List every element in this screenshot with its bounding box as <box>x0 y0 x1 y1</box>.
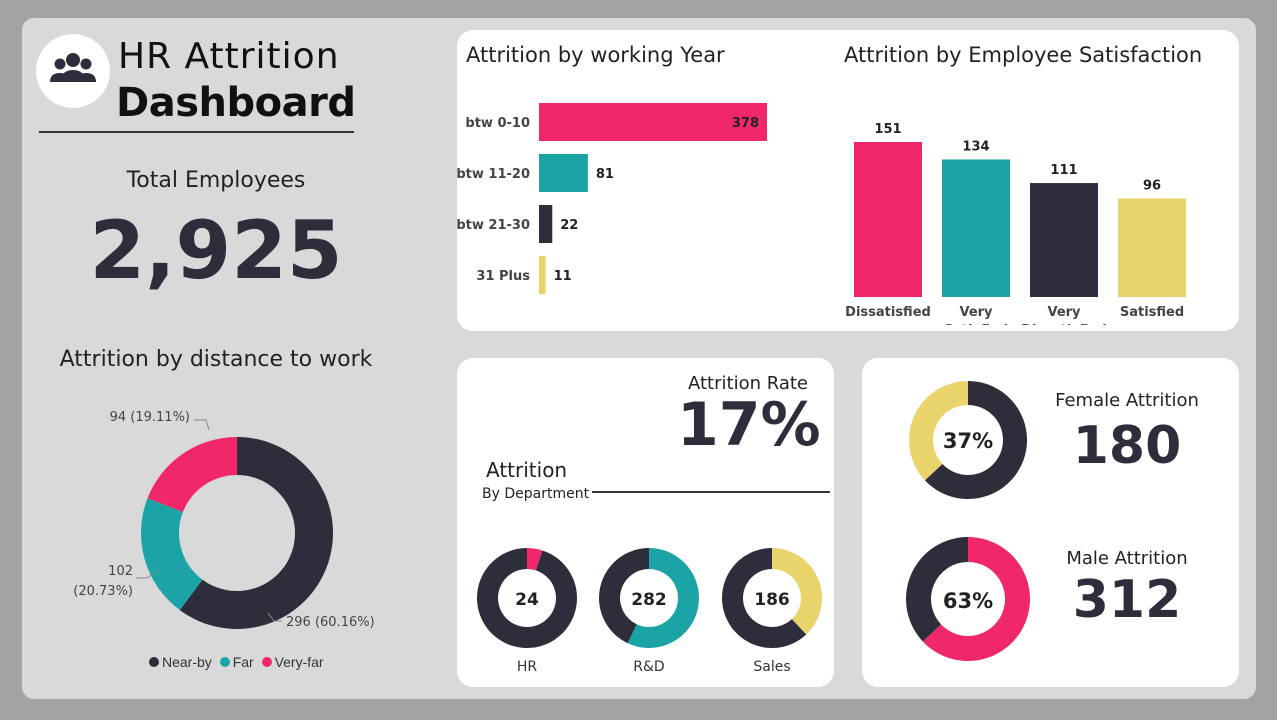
working-year-value-label: 22 <box>560 218 578 233</box>
working-year-value-label: 81 <box>596 167 614 182</box>
distance-label-far-count: 102 <box>108 564 133 579</box>
working-year-category-label: btw 11-20 <box>457 167 530 182</box>
distance-slice-1 <box>141 498 203 611</box>
satisfaction-bar <box>942 159 1010 297</box>
dashboard-canvas: HR Attrition Dashboard Total Employees 2… <box>22 18 1256 699</box>
female-slice-1 <box>924 381 1027 499</box>
sales-count: 186 <box>754 590 790 610</box>
bar-charts-card: Attrition by working Year btw 0-10 378 btw… <box>457 30 1239 331</box>
hr-slice-1 <box>477 548 577 648</box>
department-section-subtitle: By Department <box>482 486 590 502</box>
distance-donut-chart: 94 (19.11%) 102 (20.73%) 296 (60.16%) <box>73 410 375 630</box>
satisfaction-bar <box>1030 183 1098 297</box>
gender-donuts: 37% 63% <box>906 381 1030 661</box>
male-slice-1 <box>906 537 968 642</box>
satisfaction-bar <box>1118 198 1186 297</box>
sales-donut <box>722 548 822 648</box>
satisfaction-bar <box>854 142 922 297</box>
people-group-icon <box>50 53 96 82</box>
male-attrition-value: 312 <box>1072 570 1182 630</box>
male-slice-0 <box>922 537 1030 661</box>
leader-line-very-far <box>194 419 210 431</box>
satisfaction-chart-title: Attrition by Employee Satisfaction <box>844 43 1203 67</box>
female-attrition-label: Female Attrition <box>1055 390 1199 411</box>
hr-label: HR <box>517 659 538 675</box>
leader-line-far <box>136 569 159 579</box>
satisfaction-value-label: 96 <box>1143 178 1161 193</box>
rd-slice-0 <box>627 548 699 648</box>
rd-slice-1 <box>599 548 649 644</box>
legend-item-near-by: Near-by <box>149 654 212 670</box>
satisfaction-value-label: 134 <box>962 139 989 154</box>
working-year-bar-chart: btw 0-10 378 btw 11-20 81 btw 21-30 22 31 Plus… <box>457 103 767 294</box>
female-donut <box>909 381 1027 499</box>
satisfaction-category-label: Dissatisfied <box>845 305 931 320</box>
logo <box>36 34 110 108</box>
distance-label-far-pct: (20.73%) <box>73 584 133 599</box>
distance-chart-title: Attrition by distance to work <box>59 347 373 372</box>
satisfaction-category-label: Very <box>1047 305 1081 320</box>
working-year-category-label: btw 21-30 <box>457 218 530 233</box>
satisfaction-category-label: Satisfied <box>944 323 1008 325</box>
attrition-rate-value: 17% <box>677 390 821 460</box>
female-attrition-value: 180 <box>1072 416 1182 476</box>
dashboard-title-line1: HR Attrition <box>118 36 340 77</box>
distance-legend: Near-by Far Very-far <box>149 654 328 670</box>
working-year-chart-title: Attrition by working Year <box>466 43 725 67</box>
department-divider <box>592 491 830 493</box>
working-year-value-label: 11 <box>554 269 572 284</box>
male-percent: 63% <box>943 589 993 613</box>
legend-item-far: Far <box>219 654 254 670</box>
male-attrition-label: Male Attrition <box>1066 548 1188 569</box>
total-employees-label: Total Employees <box>126 168 306 193</box>
title-divider <box>39 131 354 133</box>
distance-slice-0 <box>179 437 333 629</box>
working-year-bar <box>539 256 546 294</box>
leader-line-near-by <box>267 612 282 622</box>
satisfaction-bar-chart: 151 Dissatisfied 134 Very Satisfied 111 Very Di… <box>845 122 1186 325</box>
total-employees-value: 2,925 <box>89 204 343 297</box>
satisfaction-value-label: 151 <box>874 122 901 137</box>
rd-donut <box>599 548 699 648</box>
distance-slice-2 <box>147 437 237 513</box>
gender-attrition-card: 37% 63% Female Attrition 180 Male Attrit… <box>862 358 1239 687</box>
sales-slice-1 <box>722 548 807 648</box>
hr-count: 24 <box>515 590 539 610</box>
distance-slices <box>141 437 333 629</box>
satisfaction-category-label: Dissatisfied <box>1021 323 1107 325</box>
female-percent: 37% <box>943 429 993 453</box>
dashboard-title-line2: Dashboard <box>116 80 356 126</box>
attrition-rate-card: Attrition Rate 17% Attrition By Departme… <box>457 358 834 687</box>
female-slice-0 <box>909 381 968 481</box>
sales-label: Sales <box>753 659 790 675</box>
distance-label-near-by: 296 (60.16%) <box>286 615 375 630</box>
working-year-bar <box>539 205 553 243</box>
hr-donut <box>477 548 577 648</box>
sales-slice-0 <box>772 548 822 635</box>
satisfaction-value-label: 111 <box>1050 163 1077 178</box>
satisfaction-category-label: Satisfied <box>1120 305 1184 320</box>
rd-label: R&D <box>633 659 664 675</box>
working-year-category-label: btw 0-10 <box>465 116 530 131</box>
attrition-rate-label: Attrition Rate <box>688 373 808 394</box>
distance-label-very-far: 94 (19.11%) <box>110 410 190 425</box>
working-year-bar <box>539 154 588 192</box>
rd-count: 282 <box>631 590 667 610</box>
department-section-title: Attrition <box>486 458 568 482</box>
male-donut <box>906 537 1030 661</box>
working-year-bar <box>539 103 767 141</box>
working-year-category-label: 31 Plus <box>476 269 530 284</box>
satisfaction-category-label: Very <box>959 305 993 320</box>
legend-item-very-far: Very-far <box>261 654 324 670</box>
working-year-value-label: 378 <box>732 116 759 131</box>
hr-slice-0 <box>527 548 543 571</box>
department-donuts: 24 282 186 HR R&D Sales <box>477 548 822 675</box>
